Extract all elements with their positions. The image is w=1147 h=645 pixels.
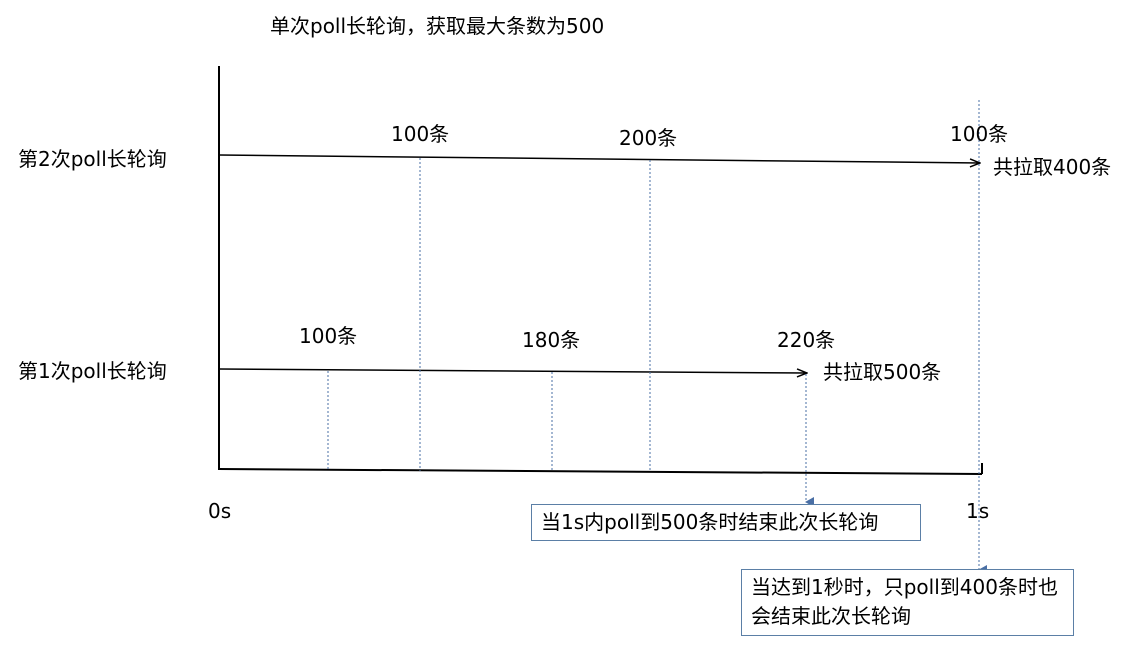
- poll2-label: 第2次poll长轮询: [18, 147, 167, 171]
- time-start-label: 0s: [208, 499, 232, 523]
- poll1-segment-label: 100条: [299, 324, 358, 348]
- time-axis-line: [218, 468, 983, 475]
- poll1-arrow: [218, 369, 807, 373]
- diagram-title: 单次poll长轮询，获取最大条数为500: [270, 14, 605, 38]
- poll1-segment-label: 220条: [777, 328, 836, 352]
- poll2-arrow: [218, 154, 980, 163]
- poll1-label: 第1次poll长轮询: [18, 359, 167, 383]
- poll2-total: 共拉取400条: [993, 155, 1112, 179]
- time-end-label: 1s: [966, 499, 990, 523]
- note-box-500: 当1s内poll到500条时结束此次长轮询: [531, 504, 921, 541]
- poll1-total: 共拉取500条: [823, 360, 942, 384]
- poll1-segment-label: 180条: [522, 328, 581, 352]
- note-box-one-second: 当达到1秒时，只poll到400条时也会结束此次长轮询: [741, 569, 1074, 636]
- poll2-segment-label: 100条: [950, 122, 1009, 146]
- poll2-segment-label: 200条: [619, 126, 678, 150]
- poll2-segment-label: 100条: [391, 122, 450, 146]
